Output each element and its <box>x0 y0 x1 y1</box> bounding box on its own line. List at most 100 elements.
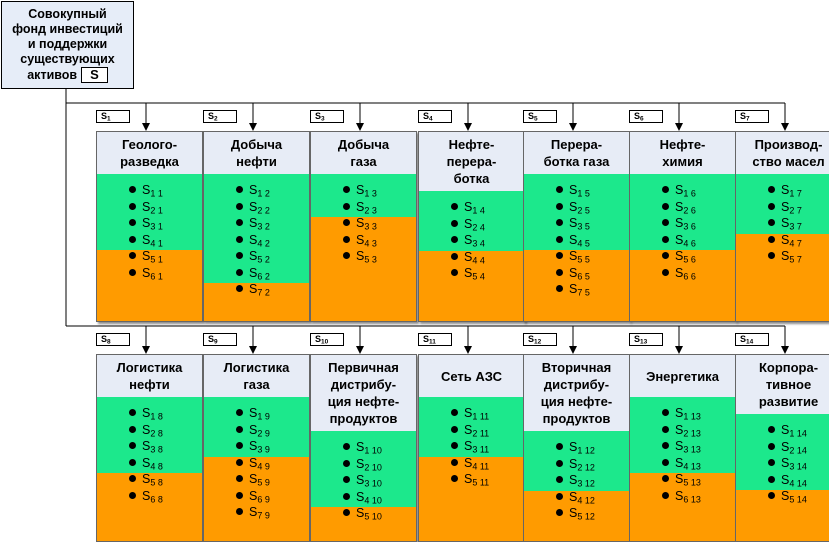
green-band <box>524 174 629 250</box>
bullet-icon <box>451 442 458 449</box>
item-letter: S <box>142 406 151 420</box>
list-item: S2 1 <box>97 199 202 216</box>
module-code-label: S9 <box>203 333 237 346</box>
item-index: 3 8 <box>150 444 163 455</box>
list-item: S2 11 <box>419 422 524 439</box>
item-index: 3 11 <box>472 444 490 455</box>
list-item: S2 12 <box>524 456 629 473</box>
module-title-text: Логистика нефти <box>116 360 183 392</box>
module-title-text: Вторичная дистрибу-ция нефте-продуктов <box>540 360 613 426</box>
bullet-icon <box>662 425 669 433</box>
module-items: S1 5 S2 5 S3 5 S4 5 S5 5 S6 5 S7 5 <box>524 182 629 298</box>
list-item: S3 2 <box>204 215 309 232</box>
item-index: 5 6 <box>683 254 696 265</box>
item-letter: S <box>675 199 684 214</box>
list-item: S6 1 <box>97 265 202 282</box>
bullet-icon <box>129 442 136 449</box>
list-item: S2 8 <box>97 422 202 439</box>
item-index: 2 9 <box>257 427 270 438</box>
item-letter: S <box>356 506 365 520</box>
module-code-label: S4 <box>418 110 452 123</box>
bullet-icon <box>236 235 243 243</box>
item-index: 7 2 <box>257 287 270 298</box>
list-item: S1 8 <box>97 405 202 422</box>
bullet-icon <box>129 458 136 466</box>
module-card: Сеть АЗС S1 11 S2 11 S3 11 S4 11 S5 11 <box>418 354 525 542</box>
root-title-line: и поддержки <box>27 37 108 51</box>
code-number: 4 <box>429 115 433 123</box>
item-letter: S <box>675 216 684 230</box>
list-item: S3 8 <box>97 438 202 455</box>
item-letter: S <box>569 456 578 471</box>
list-item: S5 6 <box>630 248 735 265</box>
item-index: 2 2 <box>257 204 270 215</box>
module-title: Нефте-переpa-ботка <box>419 132 524 191</box>
item-index: 4 7 <box>789 237 802 248</box>
module-title-text: Корпора-тивное развитие <box>758 360 819 409</box>
list-item: S6 2 <box>204 265 309 282</box>
item-index: 5 10 <box>364 511 382 522</box>
bullet-icon <box>236 475 243 482</box>
green-band <box>311 174 416 217</box>
list-item: S7 2 <box>204 281 309 298</box>
item-index: 4 9 <box>257 460 270 471</box>
item-letter: S <box>249 265 258 280</box>
bullet-icon <box>451 425 458 433</box>
bullet-icon <box>129 252 136 259</box>
bullet-icon <box>768 426 775 433</box>
module-title: Добыча нефти <box>204 132 309 174</box>
item-letter: S <box>142 249 151 263</box>
bullet-icon <box>129 425 136 433</box>
module-items: S1 2 S2 2 S3 2 S4 2 S5 2 S6 2 S7 2 <box>204 182 309 298</box>
item-index: 3 10 <box>364 478 382 489</box>
item-index: 3 3 <box>364 221 377 232</box>
green-band <box>630 397 735 473</box>
item-letter: S <box>249 249 258 263</box>
item-letter: S <box>675 232 684 247</box>
list-item: S3 13 <box>630 438 735 455</box>
item-index: 1 8 <box>150 411 163 422</box>
item-letter: S <box>356 456 365 471</box>
module-title: Производ-ство масел <box>736 132 829 174</box>
item-letter: S <box>569 440 578 454</box>
module-code-label: S8 <box>96 333 130 346</box>
module-card: Добыча нефти S1 2 S2 2 S3 2 S4 2 S5 2 S6 2 S7 2 <box>203 131 310 322</box>
module-card: Производ-ство масел S1 7 S2 7 S3 7 S4 7 S5 7 <box>735 131 829 322</box>
bullet-icon <box>556 235 563 243</box>
bullet-icon <box>236 285 243 292</box>
item-index: 2 14 <box>789 444 807 455</box>
item-index: 1 5 <box>577 188 590 199</box>
module-title-text: Нефте-переpa-ботка <box>446 137 497 186</box>
item-index: 2 6 <box>683 204 696 215</box>
list-item: S2 4 <box>419 216 524 233</box>
item-letter: S <box>781 199 790 214</box>
bullet-icon <box>236 252 243 259</box>
bullet-icon <box>556 202 563 210</box>
item-letter: S <box>675 406 684 420</box>
bullet-icon <box>556 459 563 467</box>
bullet-icon <box>129 491 136 499</box>
module-items: S1 1 S2 1 S3 1 S4 1 S5 1 S6 1 <box>97 182 202 281</box>
module-title-text: Перера-ботка газа <box>543 137 610 169</box>
code-number: 12 <box>534 338 542 346</box>
bullet-icon <box>343 186 350 193</box>
item-index: 2 12 <box>577 461 595 472</box>
item-letter: S <box>142 422 151 437</box>
code-number: 5 <box>534 115 538 123</box>
item-index: 4 2 <box>257 237 270 248</box>
item-letter: S <box>464 422 473 437</box>
item-index: 5 8 <box>150 477 163 488</box>
item-index: 3 14 <box>789 461 807 472</box>
item-index: 4 5 <box>577 237 590 248</box>
bullet-icon <box>236 219 243 226</box>
module-code-label: S14 <box>735 333 769 346</box>
item-letter: S <box>356 216 365 230</box>
code-letter: S <box>528 334 535 344</box>
item-letter: S <box>781 472 790 487</box>
module-title: Нефте-химия <box>630 132 735 174</box>
list-item: S1 14 <box>736 422 829 439</box>
item-index: 3 13 <box>683 444 701 455</box>
module-title-text: Энергетика <box>646 368 719 384</box>
module-items: S1 6 S2 6 S3 6 S4 6 S5 6 S6 6 <box>630 182 735 281</box>
list-item: S1 7 <box>736 182 829 199</box>
